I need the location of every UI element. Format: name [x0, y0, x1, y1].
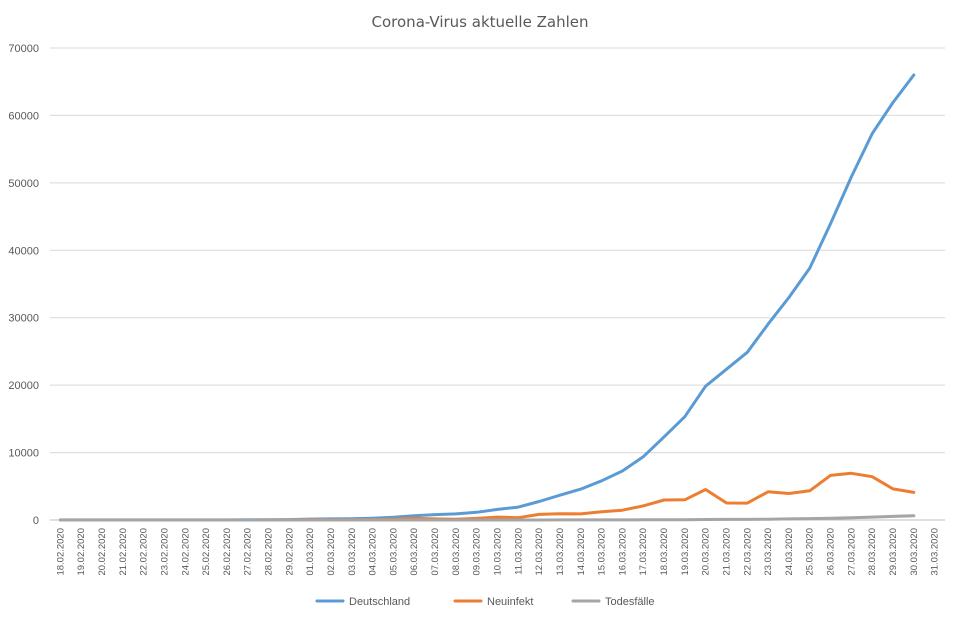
x-tick-label: 28.02.2020	[264, 528, 275, 576]
x-tick-label: 27.02.2020	[243, 528, 254, 576]
x-tick-label: 22.03.2020	[742, 528, 753, 576]
series-line	[58, 514, 916, 522]
x-tick-label: 23.02.2020	[159, 528, 170, 576]
x-tick-label: 07.03.2020	[430, 528, 441, 576]
x-tick-label: 25.03.2020	[805, 528, 816, 576]
y-tick-label: 60000	[8, 110, 39, 122]
legend-label: Neuinfekt	[487, 596, 533, 608]
x-tick-label: 05.03.2020	[388, 528, 399, 576]
y-tick-label: 20000	[8, 380, 39, 392]
y-tick-label: 40000	[8, 245, 39, 257]
x-tick-label: 23.03.2020	[763, 528, 774, 576]
x-tick-label: 16.03.2020	[617, 528, 628, 576]
x-tick-label: 03.03.2020	[347, 528, 358, 576]
legend-label: Todesfälle	[605, 596, 655, 608]
x-tick-label: 29.02.2020	[284, 528, 295, 576]
x-tick-label: 20.02.2020	[97, 528, 108, 576]
y-tick-label: 0	[33, 515, 39, 527]
x-tick-label: 18.03.2020	[659, 528, 670, 576]
x-tick-label: 24.02.2020	[180, 528, 191, 576]
legend: Deutschland Neuinfekt Todesfälle	[315, 596, 655, 608]
x-tick-label: 09.03.2020	[472, 528, 483, 576]
x-tick-label: 31.03.2020	[930, 528, 941, 576]
x-tick-label: 26.02.2020	[222, 528, 233, 576]
y-axis-ticks: 0 10000 20000 30000 40000 50000 60000 70000	[8, 43, 39, 527]
x-tick-label: 19.02.2020	[76, 528, 87, 576]
x-tick-label: 28.03.2020	[867, 528, 878, 576]
x-tick-label: 25.02.2020	[201, 528, 212, 576]
x-tick-label: 29.03.2020	[888, 528, 899, 576]
x-tick-label: 30.03.2020	[909, 528, 920, 576]
y-tick-label: 30000	[8, 313, 39, 325]
y-tick-label: 10000	[8, 448, 39, 460]
x-tick-label: 02.03.2020	[326, 528, 337, 576]
x-tick-label: 10.03.2020	[493, 528, 504, 576]
x-tick-label: 15.03.2020	[597, 528, 608, 576]
x-tick-label: 11.03.2020	[513, 528, 524, 575]
x-tick-label: 14.03.2020	[576, 528, 587, 576]
x-tick-label: 01.03.2020	[305, 528, 316, 576]
x-tick-label: 21.02.2020	[118, 528, 129, 576]
x-tick-label: 22.02.2020	[139, 528, 150, 576]
x-tick-label: 27.03.2020	[846, 528, 857, 576]
legend-item: Todesfälle	[571, 596, 655, 608]
x-axis-ticks: 18.02.2020 19.02.2020 20.02.2020 21.02.2020…	[55, 528, 940, 576]
gridlines	[50, 47, 945, 521]
legend-item: Neuinfekt	[453, 596, 533, 608]
series-lines	[58, 73, 916, 522]
y-tick-label: 50000	[8, 178, 39, 190]
x-tick-label: 12.03.2020	[534, 528, 545, 576]
x-tick-label: 21.03.2020	[721, 528, 732, 576]
legend-item: Deutschland	[315, 596, 410, 608]
x-tick-label: 04.03.2020	[368, 528, 379, 576]
x-tick-label: 26.03.2020	[826, 528, 837, 576]
x-tick-label: 20.03.2020	[701, 528, 712, 576]
x-tick-label: 24.03.2020	[784, 528, 795, 576]
x-tick-label: 13.03.2020	[555, 528, 566, 576]
x-tick-label: 19.03.2020	[680, 528, 691, 576]
x-tick-label: 08.03.2020	[451, 528, 462, 576]
legend-label: Deutschland	[349, 596, 410, 608]
chart-title: Corona-Virus aktuelle Zahlen	[372, 13, 589, 31]
series-todesf-lle	[58, 514, 916, 522]
x-tick-label: 17.03.2020	[638, 528, 649, 576]
y-tick-label: 70000	[8, 43, 39, 55]
x-tick-label: 18.02.2020	[55, 528, 66, 576]
x-tick-label: 06.03.2020	[409, 528, 420, 576]
